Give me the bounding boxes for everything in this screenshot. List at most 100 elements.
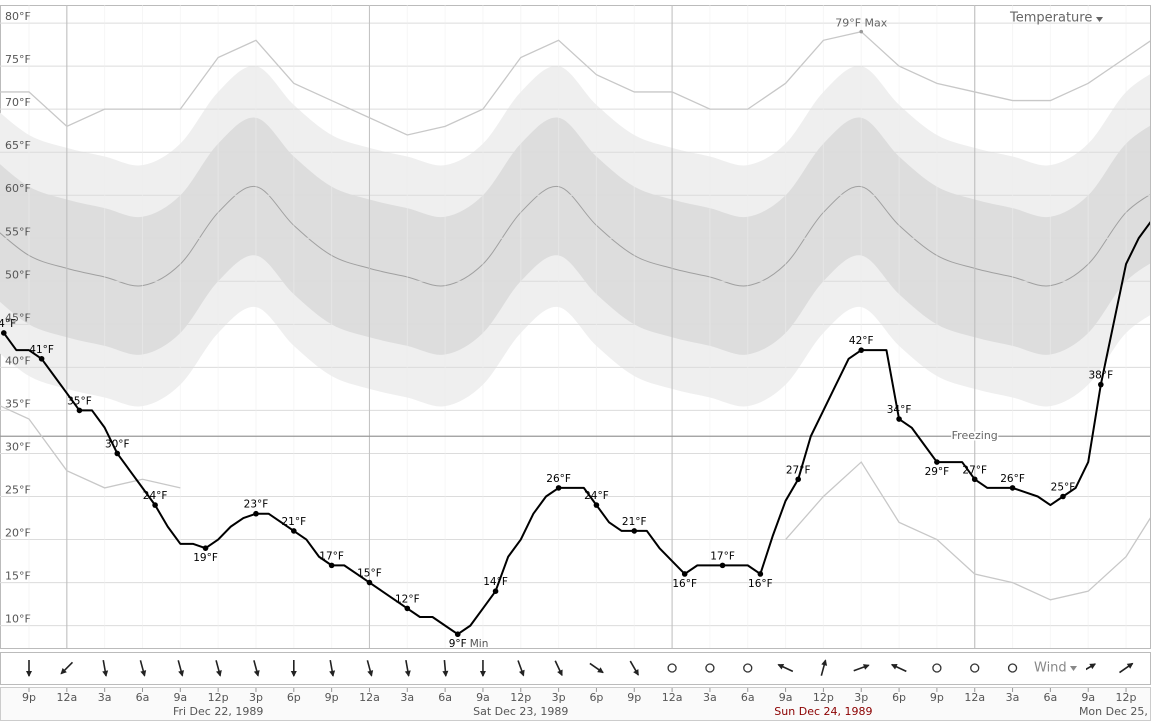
wind-arrow bbox=[215, 660, 222, 677]
y-tick-label: 10°F bbox=[5, 613, 31, 626]
temperature-point bbox=[934, 459, 940, 465]
wind-arrow bbox=[366, 660, 374, 677]
x-tick-label: 6p bbox=[287, 691, 301, 704]
temperature-label: 16°F bbox=[672, 578, 697, 590]
wind-arrow-head bbox=[557, 669, 563, 677]
temperature-menu[interactable]: Temperature bbox=[1009, 11, 1103, 26]
x-tick-label: 6p bbox=[589, 691, 603, 704]
temperature-point bbox=[1009, 485, 1016, 491]
temperature-point bbox=[631, 528, 638, 534]
temperature-label: 17°F bbox=[710, 550, 735, 562]
temperature-line bbox=[2, 221, 1150, 636]
wind-menu-bg[interactable] bbox=[1030, 657, 1086, 679]
wind-arrow-head bbox=[367, 670, 374, 677]
temperature-point bbox=[719, 562, 726, 569]
wind-arrow-head bbox=[633, 669, 639, 676]
wind-arrow bbox=[139, 660, 147, 677]
x-tick-label: 6a bbox=[136, 691, 150, 704]
wind-arrow-head bbox=[178, 670, 184, 677]
temperature-label: 24°F bbox=[584, 490, 609, 502]
temperature-label: 16°F bbox=[748, 578, 773, 590]
x-tick-label: 9p bbox=[325, 691, 339, 704]
temperature-label: 27°F bbox=[962, 464, 987, 476]
x-tick-label: 12a bbox=[964, 691, 985, 704]
y-tick-label: 20°F bbox=[5, 527, 31, 540]
lines bbox=[0, 30, 1150, 636]
record-low-line bbox=[0, 405, 1150, 601]
x-tick-label: 6a bbox=[438, 691, 452, 704]
max-marker bbox=[859, 29, 864, 34]
temperature-label: 41°F bbox=[29, 344, 54, 356]
dropdown-icon[interactable] bbox=[1070, 666, 1077, 671]
temperature-point bbox=[555, 485, 562, 491]
wind-arrow bbox=[777, 663, 794, 673]
temperature-label: 25°F bbox=[1051, 482, 1076, 494]
temperature-point bbox=[1098, 381, 1104, 388]
wind-arrow bbox=[853, 664, 870, 672]
calm-marker bbox=[1007, 663, 1018, 673]
record-high-line bbox=[0, 30, 1150, 136]
temperature-point bbox=[492, 588, 499, 594]
temperature-point bbox=[795, 476, 801, 483]
calm-marker bbox=[932, 663, 942, 673]
temperature-point bbox=[76, 407, 83, 414]
temperature-point bbox=[366, 579, 373, 586]
wind-strip bbox=[0, 652, 1151, 685]
freezing-label: Freezing bbox=[952, 429, 998, 442]
x-tick-label: 6a bbox=[741, 691, 755, 704]
wind-arrow-head bbox=[890, 664, 898, 670]
x-tick-label: 9a bbox=[173, 691, 187, 704]
wind-arrow bbox=[26, 660, 33, 677]
wind-arrow-head bbox=[60, 668, 67, 675]
x-tick-label: 6p bbox=[892, 691, 906, 704]
x-tick-label: 12a bbox=[359, 691, 380, 704]
wind-arrow bbox=[589, 662, 604, 674]
temperature-point bbox=[38, 355, 45, 362]
temperature-label: 26°F bbox=[1000, 473, 1025, 485]
wind-arrow-head bbox=[479, 671, 486, 677]
temperature-menu-label[interactable]: Temperature bbox=[1009, 11, 1092, 26]
x-tick-label: 3a bbox=[400, 691, 414, 704]
x-tick-label: 3a bbox=[1006, 691, 1020, 704]
temperature-point bbox=[291, 528, 297, 534]
x-tick-label: 3p bbox=[552, 691, 566, 704]
labels: Freezing 79°F Max 44°F 41°F 35°F 30°F 24°F 19°F… bbox=[0, 17, 1113, 651]
x-tick-label: 9a bbox=[1081, 691, 1095, 704]
day-label: Sat Dec 23, 1989 bbox=[473, 705, 568, 718]
wind-arrow-head bbox=[290, 671, 297, 677]
wind-arrow bbox=[629, 660, 639, 676]
wind-menu-label[interactable]: Wind bbox=[1034, 661, 1067, 676]
y-tick-label: 25°F bbox=[5, 484, 31, 497]
y-tick-label: 35°F bbox=[5, 397, 31, 410]
x-tick-label: 9p bbox=[930, 691, 944, 704]
wind-arrow bbox=[1119, 662, 1134, 674]
wind-menu[interactable]: Wind bbox=[1030, 657, 1086, 679]
wind-arrow bbox=[442, 659, 449, 677]
wind-arrow-head bbox=[216, 670, 222, 677]
x-tick-label: 12p bbox=[813, 691, 834, 704]
wind-arrow bbox=[890, 663, 907, 673]
temperature-label: 34°F bbox=[887, 404, 912, 416]
x-tick-label: 9p bbox=[22, 691, 36, 704]
y-tick-label: 40°F bbox=[5, 354, 31, 367]
wind-arrow-head bbox=[102, 670, 109, 677]
max-annotation: 79°F Max bbox=[835, 17, 888, 30]
wind-arrow-head bbox=[253, 670, 260, 677]
wind: Wind bbox=[26, 657, 1134, 679]
time-axis bbox=[0, 687, 1151, 721]
calm-marker bbox=[743, 663, 753, 673]
wind-arrow-head bbox=[597, 667, 604, 674]
y-tick-label: 75°F bbox=[5, 53, 31, 66]
min-annotation: Min bbox=[470, 638, 489, 650]
day-label: Fri Dec 22, 1989 bbox=[173, 705, 263, 718]
day-label: Mon Dec 25, bbox=[1079, 705, 1148, 718]
temperature-point bbox=[202, 545, 209, 551]
wind-arrow-head bbox=[863, 664, 870, 670]
normal-band bbox=[0, 117, 1150, 355]
temperature-label: 19°F bbox=[193, 552, 218, 564]
y-tick-label: 15°F bbox=[5, 570, 31, 583]
x-tick-label: 12a bbox=[662, 691, 683, 704]
calm-marker bbox=[705, 663, 715, 673]
dropdown-icon[interactable] bbox=[1096, 17, 1103, 22]
